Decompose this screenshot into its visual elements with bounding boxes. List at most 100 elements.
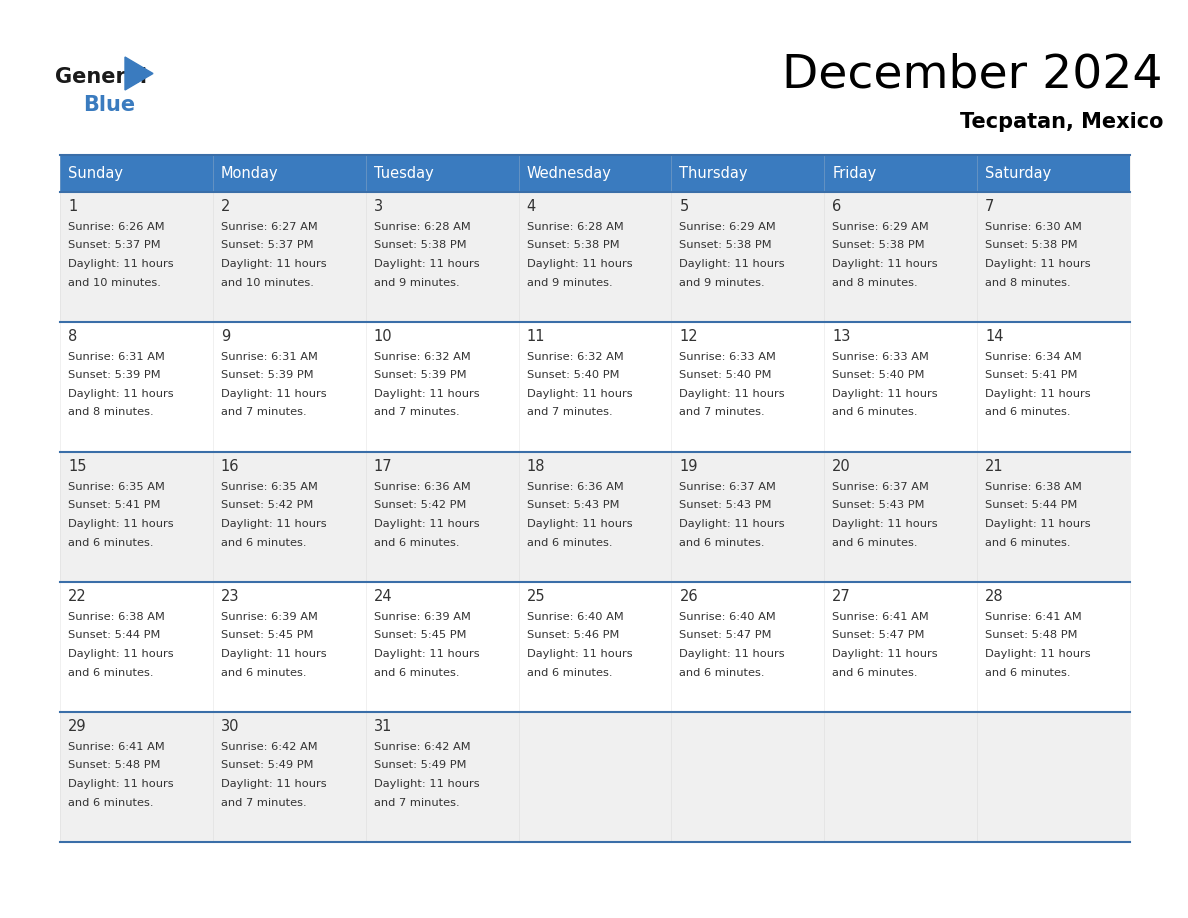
Text: Sunrise: 6:37 AM: Sunrise: 6:37 AM xyxy=(833,482,929,492)
Text: 10: 10 xyxy=(374,329,392,344)
Bar xyxy=(61,322,1130,452)
Text: 25: 25 xyxy=(526,589,545,604)
Text: 16: 16 xyxy=(221,459,239,474)
Text: Sunset: 5:46 PM: Sunset: 5:46 PM xyxy=(526,631,619,641)
Text: Sunrise: 6:31 AM: Sunrise: 6:31 AM xyxy=(221,352,317,362)
Text: Daylight: 11 hours: Daylight: 11 hours xyxy=(374,259,479,269)
Text: Sunrise: 6:36 AM: Sunrise: 6:36 AM xyxy=(526,482,624,492)
Text: Sunset: 5:47 PM: Sunset: 5:47 PM xyxy=(833,631,924,641)
Text: 5: 5 xyxy=(680,199,689,214)
Text: Daylight: 11 hours: Daylight: 11 hours xyxy=(374,779,479,789)
Text: 2: 2 xyxy=(221,199,230,214)
Text: Tuesday: Tuesday xyxy=(374,166,434,181)
Text: 8: 8 xyxy=(68,329,77,344)
Text: Sunset: 5:44 PM: Sunset: 5:44 PM xyxy=(68,631,160,641)
Text: and 7 minutes.: and 7 minutes. xyxy=(374,798,460,808)
Text: and 6 minutes.: and 6 minutes. xyxy=(833,538,918,547)
Text: and 6 minutes.: and 6 minutes. xyxy=(680,538,765,547)
Text: Sunrise: 6:28 AM: Sunrise: 6:28 AM xyxy=(374,222,470,232)
Text: Sunrise: 6:40 AM: Sunrise: 6:40 AM xyxy=(680,612,776,622)
Text: 28: 28 xyxy=(985,589,1004,604)
Text: Sunset: 5:48 PM: Sunset: 5:48 PM xyxy=(985,631,1078,641)
Text: Sunset: 5:42 PM: Sunset: 5:42 PM xyxy=(374,500,466,510)
Text: Daylight: 11 hours: Daylight: 11 hours xyxy=(680,389,785,399)
Text: Sunset: 5:39 PM: Sunset: 5:39 PM xyxy=(221,371,314,380)
Text: and 9 minutes.: and 9 minutes. xyxy=(680,277,765,287)
Text: General: General xyxy=(55,67,147,87)
Text: Sunset: 5:49 PM: Sunset: 5:49 PM xyxy=(374,760,466,770)
Text: and 10 minutes.: and 10 minutes. xyxy=(68,277,160,287)
Text: Sunrise: 6:38 AM: Sunrise: 6:38 AM xyxy=(985,482,1082,492)
Text: 6: 6 xyxy=(833,199,841,214)
Bar xyxy=(61,452,1130,582)
Text: Daylight: 11 hours: Daylight: 11 hours xyxy=(221,259,327,269)
Text: and 6 minutes.: and 6 minutes. xyxy=(526,538,612,547)
Text: Sunrise: 6:41 AM: Sunrise: 6:41 AM xyxy=(985,612,1082,622)
Text: 12: 12 xyxy=(680,329,699,344)
Text: 29: 29 xyxy=(68,719,87,734)
Text: and 7 minutes.: and 7 minutes. xyxy=(374,408,460,418)
Text: Sunrise: 6:35 AM: Sunrise: 6:35 AM xyxy=(221,482,317,492)
Text: Sunset: 5:38 PM: Sunset: 5:38 PM xyxy=(985,241,1078,251)
Text: Daylight: 11 hours: Daylight: 11 hours xyxy=(68,259,173,269)
Text: Sunrise: 6:27 AM: Sunrise: 6:27 AM xyxy=(221,222,317,232)
Text: Monday: Monday xyxy=(221,166,278,181)
Text: Sunrise: 6:29 AM: Sunrise: 6:29 AM xyxy=(680,222,776,232)
Text: and 9 minutes.: and 9 minutes. xyxy=(526,277,612,287)
Text: Daylight: 11 hours: Daylight: 11 hours xyxy=(68,649,173,659)
Text: 11: 11 xyxy=(526,329,545,344)
Text: and 8 minutes.: and 8 minutes. xyxy=(833,277,918,287)
Text: Sunset: 5:44 PM: Sunset: 5:44 PM xyxy=(985,500,1078,510)
Text: Sunset: 5:37 PM: Sunset: 5:37 PM xyxy=(68,241,160,251)
Text: 13: 13 xyxy=(833,329,851,344)
Text: and 6 minutes.: and 6 minutes. xyxy=(68,798,153,808)
Text: Daylight: 11 hours: Daylight: 11 hours xyxy=(833,649,937,659)
Text: Sunday: Sunday xyxy=(68,166,124,181)
Text: and 6 minutes.: and 6 minutes. xyxy=(374,667,460,677)
Text: Sunset: 5:49 PM: Sunset: 5:49 PM xyxy=(221,760,314,770)
Text: Daylight: 11 hours: Daylight: 11 hours xyxy=(680,649,785,659)
Text: and 7 minutes.: and 7 minutes. xyxy=(680,408,765,418)
Bar xyxy=(61,155,1130,192)
Text: Saturday: Saturday xyxy=(985,166,1051,181)
Text: Daylight: 11 hours: Daylight: 11 hours xyxy=(374,649,479,659)
Text: and 6 minutes.: and 6 minutes. xyxy=(985,408,1070,418)
Text: Sunrise: 6:37 AM: Sunrise: 6:37 AM xyxy=(680,482,776,492)
Text: Daylight: 11 hours: Daylight: 11 hours xyxy=(221,649,327,659)
Text: Sunset: 5:41 PM: Sunset: 5:41 PM xyxy=(985,371,1078,380)
Text: 1: 1 xyxy=(68,199,77,214)
Text: Daylight: 11 hours: Daylight: 11 hours xyxy=(985,649,1091,659)
Text: Sunset: 5:40 PM: Sunset: 5:40 PM xyxy=(526,371,619,380)
Text: Sunrise: 6:33 AM: Sunrise: 6:33 AM xyxy=(833,352,929,362)
Text: Daylight: 11 hours: Daylight: 11 hours xyxy=(221,389,327,399)
Text: Tecpatan, Mexico: Tecpatan, Mexico xyxy=(960,112,1163,132)
Text: 19: 19 xyxy=(680,459,697,474)
Text: Sunrise: 6:41 AM: Sunrise: 6:41 AM xyxy=(833,612,929,622)
Text: Daylight: 11 hours: Daylight: 11 hours xyxy=(833,389,937,399)
Text: Sunset: 5:38 PM: Sunset: 5:38 PM xyxy=(680,241,772,251)
Text: Sunrise: 6:42 AM: Sunrise: 6:42 AM xyxy=(374,742,470,752)
Text: Daylight: 11 hours: Daylight: 11 hours xyxy=(680,519,785,529)
Text: and 6 minutes.: and 6 minutes. xyxy=(526,667,612,677)
Text: Sunrise: 6:35 AM: Sunrise: 6:35 AM xyxy=(68,482,165,492)
Text: and 10 minutes.: and 10 minutes. xyxy=(221,277,314,287)
Text: Sunset: 5:43 PM: Sunset: 5:43 PM xyxy=(526,500,619,510)
Text: Daylight: 11 hours: Daylight: 11 hours xyxy=(680,259,785,269)
Text: and 6 minutes.: and 6 minutes. xyxy=(221,667,307,677)
Text: Daylight: 11 hours: Daylight: 11 hours xyxy=(526,649,632,659)
Text: Daylight: 11 hours: Daylight: 11 hours xyxy=(221,519,327,529)
Text: Sunrise: 6:39 AM: Sunrise: 6:39 AM xyxy=(221,612,317,622)
Text: Daylight: 11 hours: Daylight: 11 hours xyxy=(68,779,173,789)
Text: Daylight: 11 hours: Daylight: 11 hours xyxy=(985,519,1091,529)
Text: and 6 minutes.: and 6 minutes. xyxy=(985,667,1070,677)
Text: Daylight: 11 hours: Daylight: 11 hours xyxy=(526,519,632,529)
Text: Sunrise: 6:36 AM: Sunrise: 6:36 AM xyxy=(374,482,470,492)
Text: and 6 minutes.: and 6 minutes. xyxy=(68,538,153,547)
Text: and 7 minutes.: and 7 minutes. xyxy=(221,408,307,418)
Text: Sunset: 5:40 PM: Sunset: 5:40 PM xyxy=(833,371,924,380)
Text: Sunset: 5:45 PM: Sunset: 5:45 PM xyxy=(374,631,466,641)
Text: Daylight: 11 hours: Daylight: 11 hours xyxy=(985,389,1091,399)
Text: Daylight: 11 hours: Daylight: 11 hours xyxy=(68,389,173,399)
Text: 7: 7 xyxy=(985,199,994,214)
Text: Sunset: 5:38 PM: Sunset: 5:38 PM xyxy=(374,241,467,251)
